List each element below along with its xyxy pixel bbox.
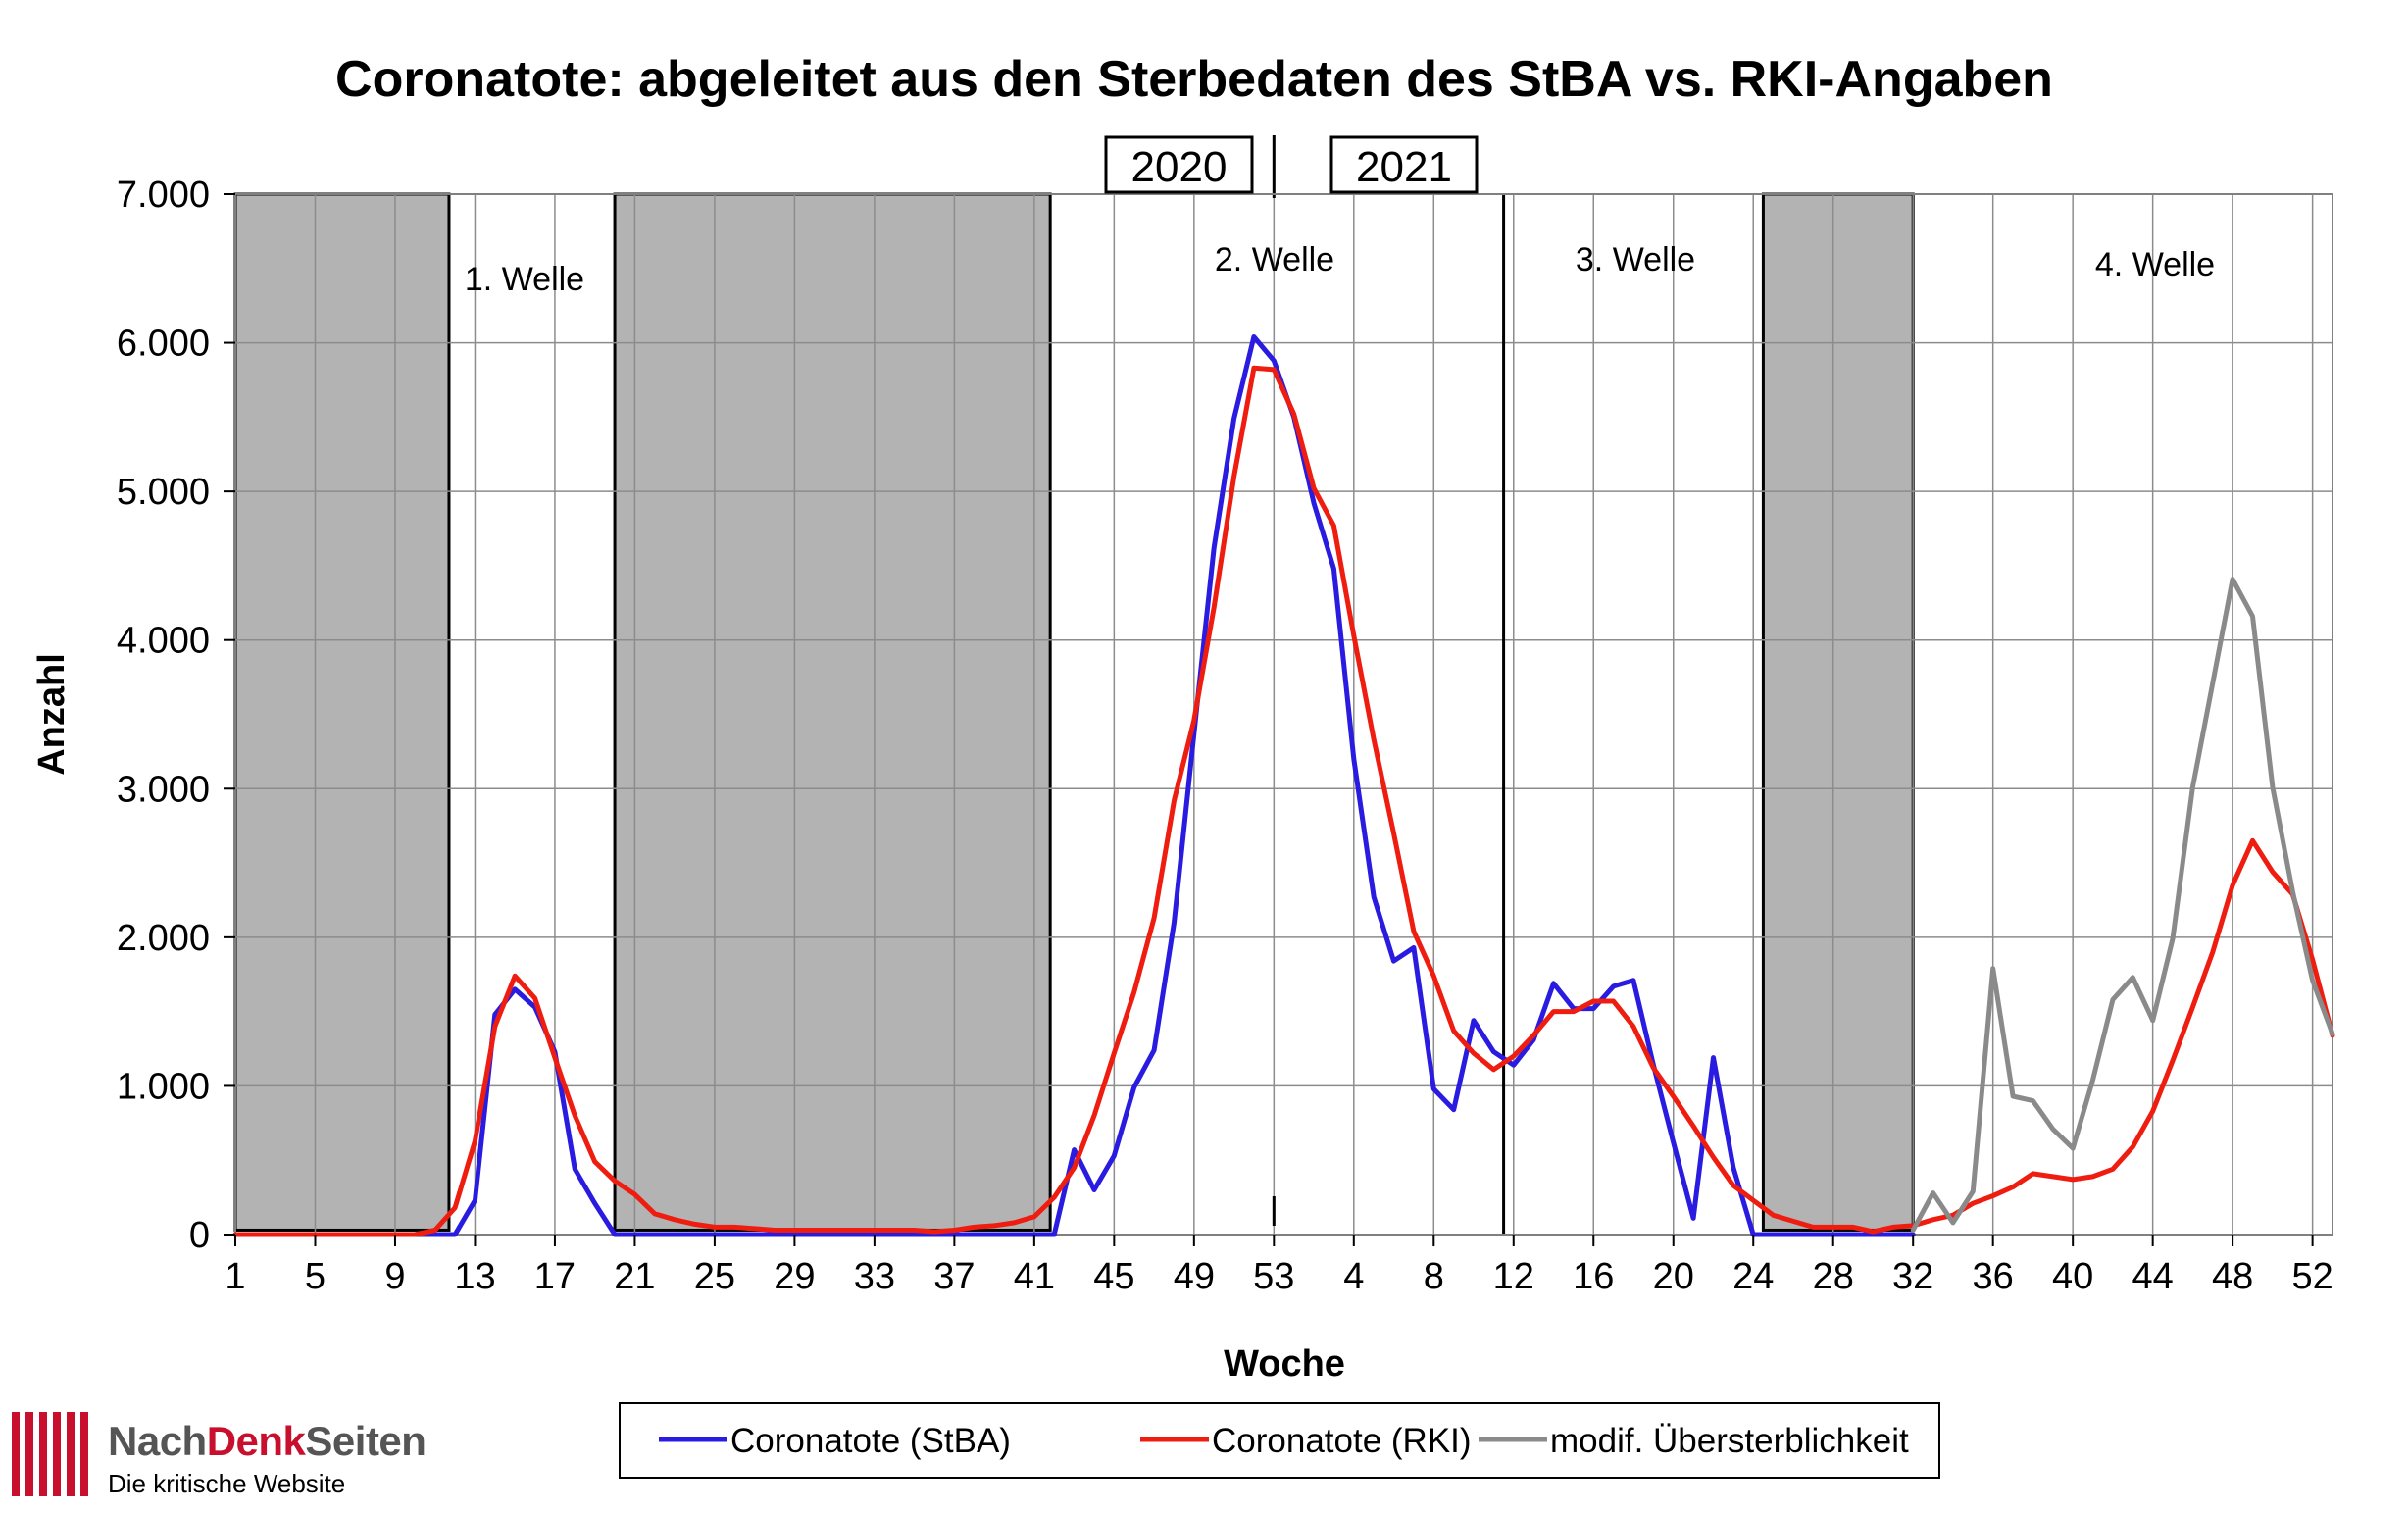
shaded-period-2 — [613, 192, 1052, 1232]
x-tick-label: 44 — [2132, 1256, 2174, 1297]
series-lines — [232, 334, 2335, 1237]
x-tick-label: 5 — [305, 1256, 326, 1297]
x-tick-label: 37 — [933, 1256, 975, 1297]
year-labels: 2020 2021 — [1104, 135, 1479, 194]
x-tick-label: 49 — [1174, 1256, 1215, 1297]
logo-bars-icon — [12, 1412, 96, 1496]
x-tick-label: 8 — [1424, 1256, 1444, 1297]
x-tick-label: 33 — [854, 1256, 895, 1297]
plot-frame — [234, 193, 2333, 1236]
chart-title: Coronatote: abgeleitet aus den Sterbedat… — [335, 51, 2053, 108]
wave-label: 4. Welle — [2095, 246, 2215, 283]
x-tick-label: 29 — [774, 1256, 815, 1297]
dividers — [1272, 135, 1506, 1235]
shaded-period-1 — [233, 192, 451, 1232]
y-tick-label: 7.000 — [117, 175, 210, 216]
y-tick-label: 4.000 — [117, 621, 210, 662]
brand-tagline: Die kritische Website — [108, 1469, 346, 1498]
x-tick-label: 13 — [454, 1256, 495, 1297]
year-box — [1104, 135, 1254, 194]
x-axis-label: Woche — [1224, 1343, 1345, 1385]
x-tick-label: 32 — [1892, 1256, 1933, 1297]
x-tick-label: 40 — [2052, 1256, 2093, 1297]
legend: Coronatote (StBA) Coronatote (RKI) modif. … — [619, 1402, 1940, 1479]
series-line-1 — [232, 334, 1916, 1237]
y-tick-label: 2.000 — [117, 918, 210, 959]
x-tick-label: 1 — [225, 1256, 245, 1297]
x-tick-label: 24 — [1732, 1256, 1774, 1297]
x-tick-label: 52 — [2291, 1256, 2333, 1297]
gridlines — [235, 194, 2333, 1235]
year-box — [1329, 135, 1479, 194]
x-tick-label: 16 — [1573, 1256, 1614, 1297]
y-tick-label: 1.000 — [117, 1066, 210, 1107]
legend-label: Coronatote (StBA) — [730, 1422, 1011, 1460]
y-tick-label: 3.000 — [117, 769, 210, 810]
x-tick-label: 4 — [1343, 1256, 1364, 1297]
year-label: 2020 — [1131, 143, 1228, 191]
legend-box — [619, 1402, 1940, 1479]
x-tick-label: 45 — [1093, 1256, 1134, 1297]
year-label: 2021 — [1356, 143, 1452, 191]
x-tick-label: 17 — [534, 1256, 576, 1297]
x-tick-label: 28 — [1813, 1256, 1854, 1297]
wave-label: 3. Welle — [1576, 241, 1695, 278]
series-line-3 — [1910, 577, 2335, 1233]
x-tick-label: 12 — [1493, 1256, 1534, 1297]
x-tick-label: 25 — [694, 1256, 735, 1297]
series-line-2 — [232, 365, 2335, 1237]
legend-label: Coronatote (RKI) — [1212, 1422, 1472, 1460]
legend-label: modif. Übersterblichkeit — [1550, 1422, 1909, 1460]
shaded-period-3 — [1761, 192, 1915, 1232]
brand-name-part1: Nach — [108, 1418, 207, 1464]
y-tick-label: 5.000 — [117, 472, 210, 513]
y-axis-label: Anzahl — [31, 653, 73, 776]
y-tick-label: 0 — [189, 1215, 210, 1256]
brand-name-part2: Denk — [206, 1418, 306, 1464]
brand-name: NachDenkSeiten — [108, 1418, 426, 1465]
wave-label: 1. Welle — [465, 261, 584, 298]
y-tick-label: 6.000 — [117, 324, 210, 365]
brand-name-part3: Seiten — [305, 1418, 426, 1464]
brand-logo: NachDenkSeiten Die kritische Website — [12, 1412, 502, 1510]
x-tick-label: 20 — [1653, 1256, 1694, 1297]
wave-labels: 1. Welle 2. Welle 3. Welle 4. Welle — [465, 241, 2215, 298]
x-tick-label: 9 — [384, 1256, 405, 1297]
x-axis-ticks: 1 5 9 13 17 21 25 29 33 37 41 45 49 53 4 8 12 16 20 24 28 32 3… — [225, 1235, 2333, 1297]
wave-label: 2. Welle — [1215, 241, 1334, 278]
x-tick-label: 48 — [2212, 1256, 2253, 1297]
y-axis-ticks: 0 1.000 2.000 3.000 4.000 5.000 6.000 7.000 — [117, 175, 235, 1256]
x-tick-label: 21 — [614, 1256, 655, 1297]
x-tick-label: 41 — [1014, 1256, 1055, 1297]
x-tick-label: 36 — [1973, 1256, 2014, 1297]
x-tick-label: 53 — [1253, 1256, 1294, 1297]
